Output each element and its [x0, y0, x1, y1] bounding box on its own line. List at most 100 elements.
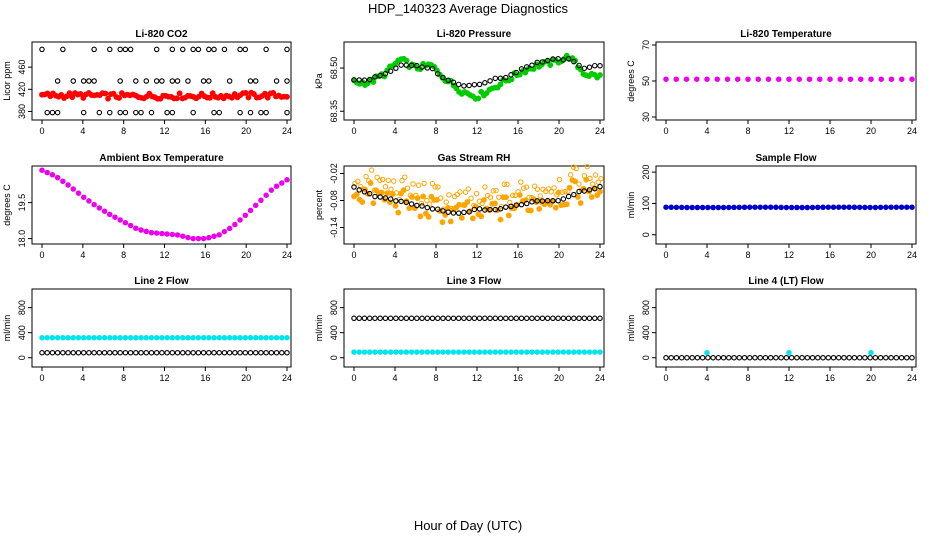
data-point — [513, 69, 520, 76]
data-point — [420, 193, 427, 200]
data-point — [138, 349, 144, 356]
data-point — [473, 190, 480, 197]
data-point — [577, 200, 584, 206]
data-point — [704, 76, 710, 82]
data-point — [576, 62, 582, 69]
data-point — [710, 354, 716, 361]
data-point — [355, 178, 361, 184]
data-point — [534, 349, 540, 355]
data-point — [678, 204, 685, 211]
y-tick-label: -0.14 — [329, 217, 339, 238]
data-point — [252, 78, 259, 84]
data-point — [382, 315, 389, 322]
series-lows — [44, 109, 290, 116]
data-point — [841, 354, 847, 361]
data-point — [258, 334, 264, 341]
data-point — [403, 315, 410, 322]
x-axis-title: Hour of Day (UTC) — [413, 518, 523, 533]
data-point — [70, 349, 77, 356]
data-point — [96, 205, 103, 211]
data-point — [247, 349, 254, 356]
data-point — [445, 349, 451, 355]
data-point — [242, 46, 249, 53]
x-tick-label: 0 — [663, 373, 668, 383]
data-point — [252, 349, 259, 356]
data-point — [534, 186, 541, 192]
data-point — [523, 315, 530, 322]
data-point — [86, 78, 92, 84]
data-point — [503, 349, 509, 355]
data-point — [868, 349, 874, 356]
data-point — [419, 203, 425, 209]
data-point — [461, 83, 467, 89]
data-point — [689, 354, 695, 361]
data-point — [159, 349, 165, 356]
y-tick-label: 380 — [17, 104, 27, 119]
data-point — [408, 201, 415, 207]
data-point — [211, 349, 217, 356]
data-point — [726, 204, 732, 211]
series-mid — [54, 78, 290, 84]
data-point — [482, 349, 488, 355]
data-point — [576, 181, 582, 187]
data-point — [80, 109, 87, 116]
data-point — [195, 235, 202, 242]
data-point — [414, 315, 420, 322]
data-point — [883, 204, 889, 211]
data-point — [96, 349, 103, 356]
data-point — [179, 349, 186, 356]
data-point — [570, 164, 577, 170]
data-point — [361, 349, 368, 355]
data-point — [835, 204, 842, 210]
data-point — [117, 109, 123, 116]
data-point — [555, 315, 561, 322]
x-tick-label: 24 — [595, 373, 605, 383]
data-point — [513, 202, 520, 208]
x-tick-label: 20 — [241, 126, 251, 136]
data-point — [550, 349, 556, 355]
data-point — [366, 190, 373, 197]
data-point — [237, 46, 243, 53]
data-point — [232, 221, 238, 228]
data-point — [169, 109, 176, 116]
data-point — [122, 46, 129, 53]
data-point — [143, 334, 150, 341]
data-point — [445, 77, 451, 84]
data-point — [565, 349, 572, 355]
x-tick-label: 4 — [704, 373, 709, 383]
data-point — [705, 354, 711, 361]
x-tick-label: 8 — [121, 250, 126, 260]
data-point — [432, 184, 438, 190]
data-point — [384, 190, 391, 197]
data-point — [523, 200, 530, 207]
data-point — [237, 334, 243, 341]
panel-3: Ambient Box Temperature degrees C 0 4 8 12 16 2… — [2, 153, 292, 260]
data-point — [117, 78, 123, 84]
data-point — [471, 81, 478, 88]
data-point — [736, 354, 743, 361]
data-point — [909, 76, 915, 82]
series-spread — [351, 163, 604, 226]
y-tick-label: 70 — [641, 40, 651, 50]
data-point — [91, 78, 97, 84]
data-point — [741, 354, 748, 361]
data-point — [673, 204, 680, 211]
y-tick-label: 68.35 — [329, 100, 339, 123]
data-point — [455, 315, 462, 322]
data-point — [527, 207, 534, 214]
panel-5: Sample Flow ml/min 0 4 8 12 16 20 24 0 100 200 — [626, 153, 917, 260]
data-point — [60, 178, 66, 185]
data-point — [273, 78, 280, 84]
data-point — [434, 71, 441, 77]
x-tick-label: 20 — [554, 373, 564, 383]
data-point — [447, 218, 454, 225]
x-tick-label: 0 — [39, 126, 44, 136]
data-point — [481, 197, 487, 203]
data-point — [279, 334, 285, 341]
data-point — [746, 354, 753, 361]
data-point — [391, 178, 397, 184]
data-point — [429, 315, 436, 322]
data-point — [377, 315, 383, 322]
data-point — [408, 349, 415, 355]
data-point — [221, 334, 228, 341]
